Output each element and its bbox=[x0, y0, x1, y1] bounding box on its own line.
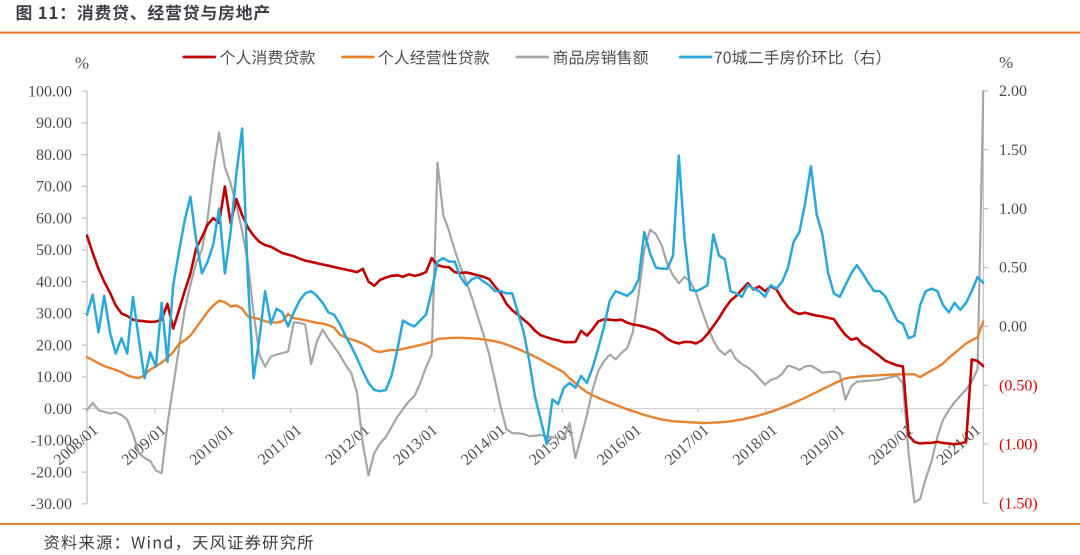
svg-text:1.50: 1.50 bbox=[999, 142, 1027, 159]
svg-text:40.00: 40.00 bbox=[36, 274, 72, 291]
svg-text:-20.00: -20.00 bbox=[31, 464, 72, 481]
svg-text:50.00: 50.00 bbox=[36, 242, 72, 259]
svg-text:70.00: 70.00 bbox=[36, 179, 72, 196]
svg-text:(1.00): (1.00) bbox=[999, 436, 1038, 453]
svg-text:-10.00: -10.00 bbox=[31, 433, 72, 450]
svg-text:1.00: 1.00 bbox=[999, 201, 1027, 218]
svg-text:(0.50): (0.50) bbox=[999, 378, 1038, 395]
svg-text:90.00: 90.00 bbox=[36, 115, 72, 132]
svg-text:100.00: 100.00 bbox=[28, 83, 72, 100]
svg-text:2.00: 2.00 bbox=[999, 83, 1027, 100]
svg-text:0.00: 0.00 bbox=[44, 401, 72, 418]
svg-text:%: % bbox=[75, 54, 89, 73]
svg-text:60.00: 60.00 bbox=[36, 210, 72, 227]
svg-text:30.00: 30.00 bbox=[36, 306, 72, 323]
svg-text:80.00: 80.00 bbox=[36, 147, 72, 164]
svg-text:0.00: 0.00 bbox=[999, 319, 1027, 336]
svg-text:10.00: 10.00 bbox=[36, 369, 72, 386]
svg-text:20.00: 20.00 bbox=[36, 337, 72, 354]
svg-text:(1.50): (1.50) bbox=[999, 495, 1038, 512]
svg-text:%: % bbox=[999, 53, 1013, 72]
svg-text:0.50: 0.50 bbox=[999, 260, 1027, 277]
svg-text:-30.00: -30.00 bbox=[31, 496, 72, 513]
